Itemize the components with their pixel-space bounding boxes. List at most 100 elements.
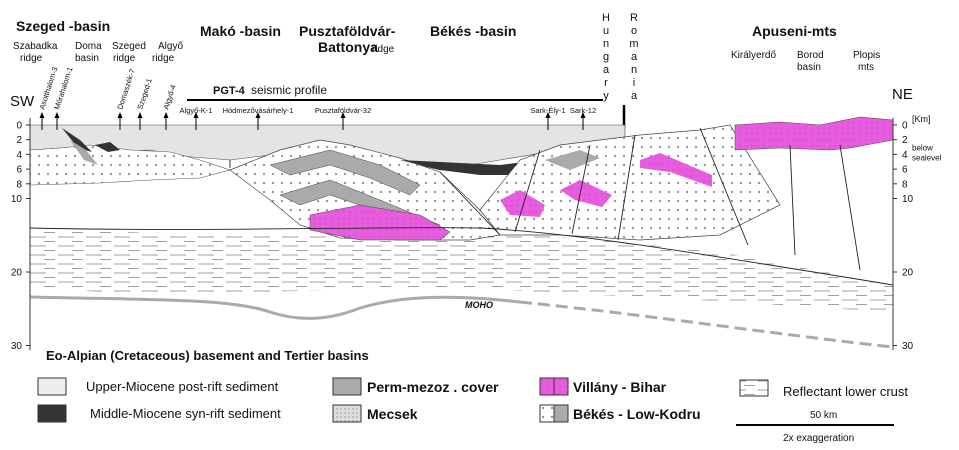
perm-mezoz bbox=[269, 149, 421, 196]
depth-label: 10 bbox=[11, 194, 23, 205]
legend-swatch bbox=[332, 377, 362, 396]
depth-label: 0 bbox=[16, 121, 22, 132]
legend: Upper-Miocene post-rift sediment Middle-… bbox=[37, 377, 908, 444]
region: Plopis bbox=[853, 50, 880, 61]
legend-label: Békés - Low-Kodru bbox=[573, 406, 701, 422]
depth-label: 20 bbox=[902, 268, 914, 279]
well-arrow bbox=[580, 112, 586, 118]
depth-label: 2 bbox=[902, 135, 908, 146]
depth-label: 0 bbox=[902, 121, 908, 132]
region: ridge bbox=[20, 53, 43, 64]
region: basin bbox=[75, 53, 99, 64]
region: ridge bbox=[113, 53, 136, 64]
region: Békés -basin bbox=[430, 23, 516, 39]
region: Borod bbox=[797, 50, 824, 61]
depth-label: 6 bbox=[902, 165, 908, 176]
region: Apuseni-mts bbox=[752, 23, 837, 39]
legend-swatch bbox=[332, 404, 362, 423]
syn-rift bbox=[62, 128, 92, 152]
depth-label: 6 bbox=[16, 165, 22, 176]
legend-label: Mecsek bbox=[367, 406, 418, 422]
well-label: Sark-12 bbox=[570, 106, 596, 115]
depth-label: 8 bbox=[16, 179, 22, 190]
well-arrow bbox=[545, 112, 551, 118]
region: ridge bbox=[152, 53, 175, 64]
section: MOHO Eo-Alpian (Cretaceous) basement and… bbox=[29, 116, 894, 363]
depth-label: 4 bbox=[16, 150, 22, 161]
legend-swatch bbox=[37, 404, 67, 423]
region: Szeged -basin bbox=[16, 18, 110, 34]
well-arrow bbox=[193, 112, 199, 118]
well-label: Algyő-K-1 bbox=[180, 106, 213, 115]
ne-label: NE bbox=[892, 86, 913, 103]
depth-label: 8 bbox=[902, 179, 908, 190]
profile-name: PGT-4 bbox=[213, 85, 246, 97]
legend-swatch bbox=[553, 404, 569, 423]
villany bbox=[309, 204, 451, 241]
region: Doma bbox=[75, 41, 102, 52]
region: mts bbox=[858, 62, 874, 73]
syn-rift bbox=[95, 142, 120, 152]
well-arrow bbox=[39, 112, 45, 118]
villany bbox=[500, 190, 545, 217]
legend-swatch bbox=[37, 377, 67, 396]
well-arrow bbox=[117, 112, 123, 118]
region: Algyő bbox=[158, 41, 183, 52]
well-arrow bbox=[54, 112, 60, 118]
scale-label: 50 km bbox=[810, 410, 837, 421]
villany bbox=[640, 153, 712, 187]
unit-note: below bbox=[912, 144, 933, 153]
region: Pusztaföldvár- bbox=[299, 23, 396, 39]
unit-note: sealevel bbox=[912, 154, 942, 163]
legend-label: Reflectant lower crust bbox=[783, 384, 908, 399]
depth-label: 30 bbox=[902, 341, 914, 352]
well-label: Pusztaföldvár-32 bbox=[315, 106, 371, 115]
header: Szeged -basin Szabadka ridge Doma basin … bbox=[10, 12, 913, 128]
region: ridge bbox=[372, 44, 395, 55]
basement-label: Eo-Alpian (Cretaceous) basement and Tert… bbox=[46, 348, 369, 363]
depth-label: 4 bbox=[902, 150, 908, 161]
region: Szabadka bbox=[13, 41, 58, 52]
faults bbox=[29, 127, 894, 286]
well-arrow bbox=[255, 112, 261, 118]
legend-label: Villány - Bihar bbox=[573, 379, 667, 395]
depth-label: 10 bbox=[902, 194, 914, 205]
legend-label: Middle-Miocene syn-rift sediment bbox=[90, 406, 281, 421]
perm-mezoz bbox=[70, 140, 98, 165]
region: Makó -basin bbox=[200, 23, 281, 39]
unit-label: [Km] bbox=[912, 114, 931, 124]
legend-swatch bbox=[739, 379, 769, 397]
syn-rift bbox=[400, 160, 540, 175]
well-arrow bbox=[137, 112, 143, 118]
moho bbox=[29, 295, 521, 320]
depth-label: 20 bbox=[11, 268, 23, 279]
legend-label: Perm-mezoz . cover bbox=[367, 379, 499, 395]
country: Hungary bbox=[600, 12, 612, 103]
depth-label: 2 bbox=[16, 135, 22, 146]
well-arrow bbox=[163, 112, 169, 118]
well-label: Hódmezővásárhely-1 bbox=[223, 106, 294, 115]
well-label: Domaszék-7 bbox=[115, 68, 137, 111]
apuseni bbox=[734, 116, 894, 151]
well-label: Sark-Ély-1 bbox=[530, 106, 565, 115]
region: Battonya bbox=[318, 39, 378, 55]
exaggeration: 2x exaggeration bbox=[783, 433, 854, 444]
region: Királyerdő bbox=[731, 50, 776, 61]
legend-label: Upper-Miocene post-rift sediment bbox=[86, 379, 279, 394]
villany bbox=[560, 180, 612, 207]
perm-mezoz bbox=[545, 150, 600, 170]
region: basin bbox=[797, 62, 821, 73]
moho-label: MOHO bbox=[465, 300, 493, 310]
depth-label: 30 bbox=[11, 341, 23, 352]
sw-label: SW bbox=[10, 93, 35, 110]
well-label: Szeged-1 bbox=[135, 77, 153, 110]
well-arrow bbox=[340, 112, 346, 118]
profile-text: seismic profile bbox=[251, 83, 327, 97]
region: Szeged bbox=[112, 41, 146, 52]
well-label: Algyő-4 bbox=[161, 84, 177, 111]
country: Romania bbox=[628, 12, 640, 103]
moho bbox=[519, 300, 894, 349]
